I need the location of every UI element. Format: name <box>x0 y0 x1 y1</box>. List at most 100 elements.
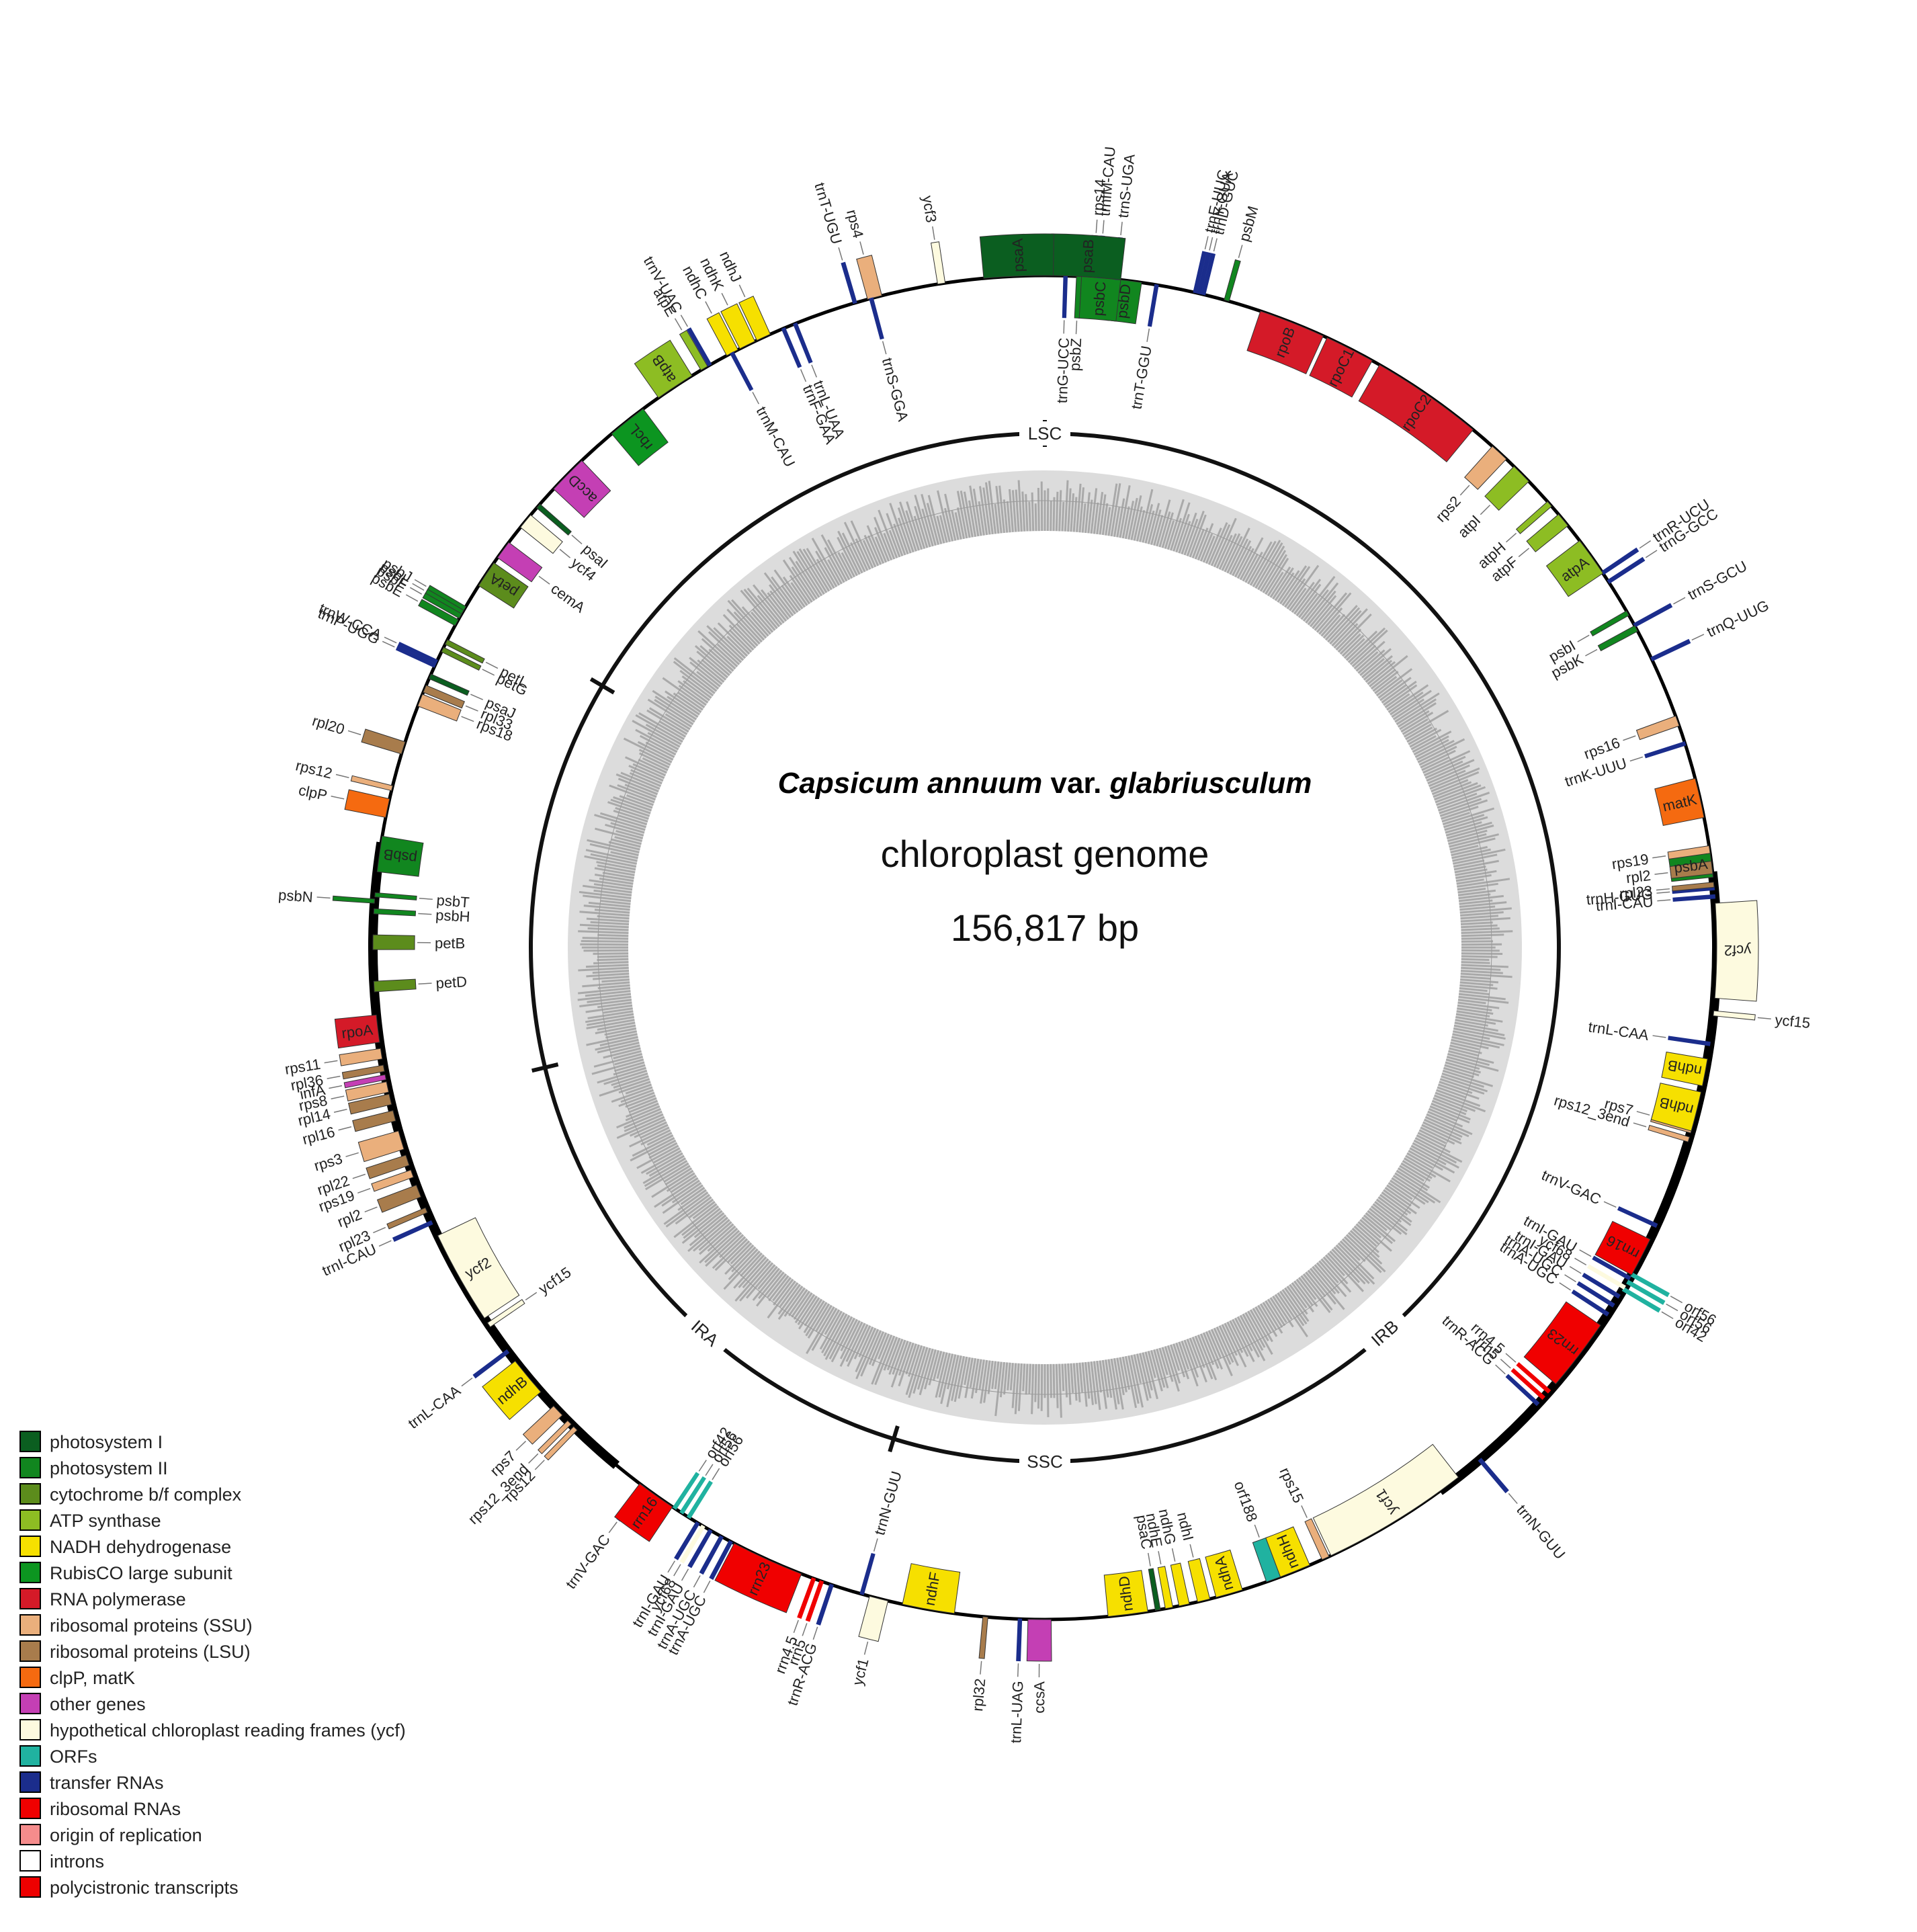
gene-trni-gau <box>674 1521 700 1560</box>
gene-leader-line <box>414 579 427 587</box>
gene-leader-line <box>811 364 818 378</box>
region-label-bg <box>677 1307 732 1359</box>
gene-leader-line <box>802 1623 808 1636</box>
gene-leader-line <box>1238 245 1243 258</box>
gene-leader-line <box>1301 1505 1308 1518</box>
legend-swatch <box>19 1876 41 1898</box>
gene-trnt-ugu <box>841 261 857 304</box>
gene-leader-line <box>752 392 760 405</box>
gene-leader-line <box>1569 1265 1582 1274</box>
gene-trnf-gaa <box>781 327 802 368</box>
gene-leader-line <box>698 1460 707 1472</box>
gene-label: trnS-UGA <box>1115 153 1138 219</box>
legend-label: polycistronic transcripts <box>50 1878 239 1898</box>
region-label-bg <box>1019 421 1070 446</box>
gene-rpl23 <box>386 1207 428 1230</box>
gene-ndhe <box>1157 1566 1174 1609</box>
gene-cema <box>497 542 543 583</box>
gene-ycf68 <box>1586 1264 1626 1290</box>
gene-leader-line <box>1120 222 1123 236</box>
gene-rpl33 <box>423 685 466 709</box>
gene-leader-line <box>1661 1311 1674 1319</box>
gene-label: rps12 <box>294 757 334 782</box>
gene-rps12-3end <box>1648 1124 1691 1142</box>
region-boundary-tick <box>888 1425 900 1453</box>
gene-label: trnL-CAA <box>1587 1018 1650 1044</box>
gene-trns-gga <box>869 297 884 340</box>
gene-label: rpoA <box>341 1021 374 1042</box>
gene-leader-line <box>515 1441 527 1451</box>
gene-ycf4 <box>519 514 563 554</box>
gene-trnr-ucu <box>1601 547 1639 575</box>
gene-label: trnS-GGA <box>879 356 912 423</box>
gene-label: ycf3 <box>919 194 940 224</box>
gene-psbn <box>332 895 376 904</box>
gene-label: ycf1 <box>849 1656 871 1687</box>
gene-ycf2 <box>1714 900 1759 1002</box>
gene-trni-gau <box>687 1529 713 1568</box>
gene-psai <box>536 503 572 536</box>
gene-label: clpP <box>297 782 329 804</box>
legend-label: ribosomal RNAs <box>50 1799 181 1819</box>
gene-label: rpl23 <box>1619 882 1653 902</box>
gene-leader-line <box>1017 1663 1019 1677</box>
gene-ndhb <box>1661 1051 1708 1087</box>
legend-swatch <box>19 1457 41 1478</box>
legend-swatch <box>19 1640 41 1662</box>
gene-rrn5 <box>1510 1368 1545 1400</box>
gene-label: atpI <box>1455 511 1484 541</box>
gene-label: trnL-UAG <box>1007 1681 1026 1744</box>
legend-swatch <box>19 1431 41 1452</box>
gene-leader-line <box>316 896 331 899</box>
gene-label: trnS-GCU <box>1685 557 1750 603</box>
gene-atpf <box>1526 513 1569 552</box>
legend-label: RubisCO large subunit <box>50 1563 232 1583</box>
gene-petg <box>441 646 482 671</box>
gene-leader-line <box>571 534 583 545</box>
gene-leader-line <box>1564 1274 1576 1283</box>
gene-trnq-uug <box>1650 638 1691 662</box>
gene-trna-ugc <box>699 1535 724 1575</box>
legend-label: ATP synthase <box>50 1511 161 1531</box>
gene-leader-line <box>1652 855 1666 859</box>
gene-atph <box>1515 501 1552 534</box>
gene-leader-line <box>1577 634 1590 642</box>
gene-trne-uuc <box>1193 251 1207 294</box>
gene-rpl16 <box>352 1109 396 1132</box>
gene-atpb <box>634 339 693 398</box>
gene-ycf68 <box>679 1524 706 1564</box>
gene-rpl22 <box>366 1154 410 1179</box>
legend-swatch <box>19 1850 41 1872</box>
gene-leader-line <box>1254 1524 1260 1538</box>
gene-infa <box>343 1074 387 1089</box>
gene-leader-line <box>1505 1353 1517 1363</box>
gene-orf56 <box>1626 1279 1666 1305</box>
gene-leader-line <box>405 594 419 602</box>
gene-psbb <box>376 835 424 877</box>
gene-label: trnV-GAC <box>1539 1167 1604 1208</box>
gene-label: psbT <box>436 892 470 911</box>
gene-trnn-guu <box>859 1552 876 1595</box>
gene-rpl23 <box>1672 882 1715 892</box>
gene-leader-line <box>1633 1122 1647 1128</box>
gene-leader-line <box>1585 648 1598 657</box>
gene-orf42 <box>672 1472 700 1510</box>
gene-label: ycf15 <box>536 1263 574 1297</box>
gene-ycf2 <box>437 1217 520 1319</box>
gene-psab <box>1050 233 1126 280</box>
gene-leader-line <box>1629 756 1644 762</box>
gene-leader-line <box>703 1581 711 1593</box>
gene-psbh <box>373 908 417 917</box>
gene-label: trnQ-UUG <box>1704 597 1771 640</box>
legend-label: photosystem II <box>50 1458 168 1478</box>
gene-leader-line <box>1459 485 1470 496</box>
gene-leader-line <box>1623 735 1636 741</box>
gene-leader-line <box>738 284 746 298</box>
gene-rpl36 <box>341 1064 385 1080</box>
genome-size: 156,817 bp <box>951 907 1139 949</box>
gene-trny-gua <box>1197 251 1211 295</box>
gene-matk <box>1654 778 1705 827</box>
gene-leader-line <box>859 241 864 255</box>
legend-swatch <box>19 1588 41 1609</box>
gene-leader-line <box>1146 328 1150 342</box>
